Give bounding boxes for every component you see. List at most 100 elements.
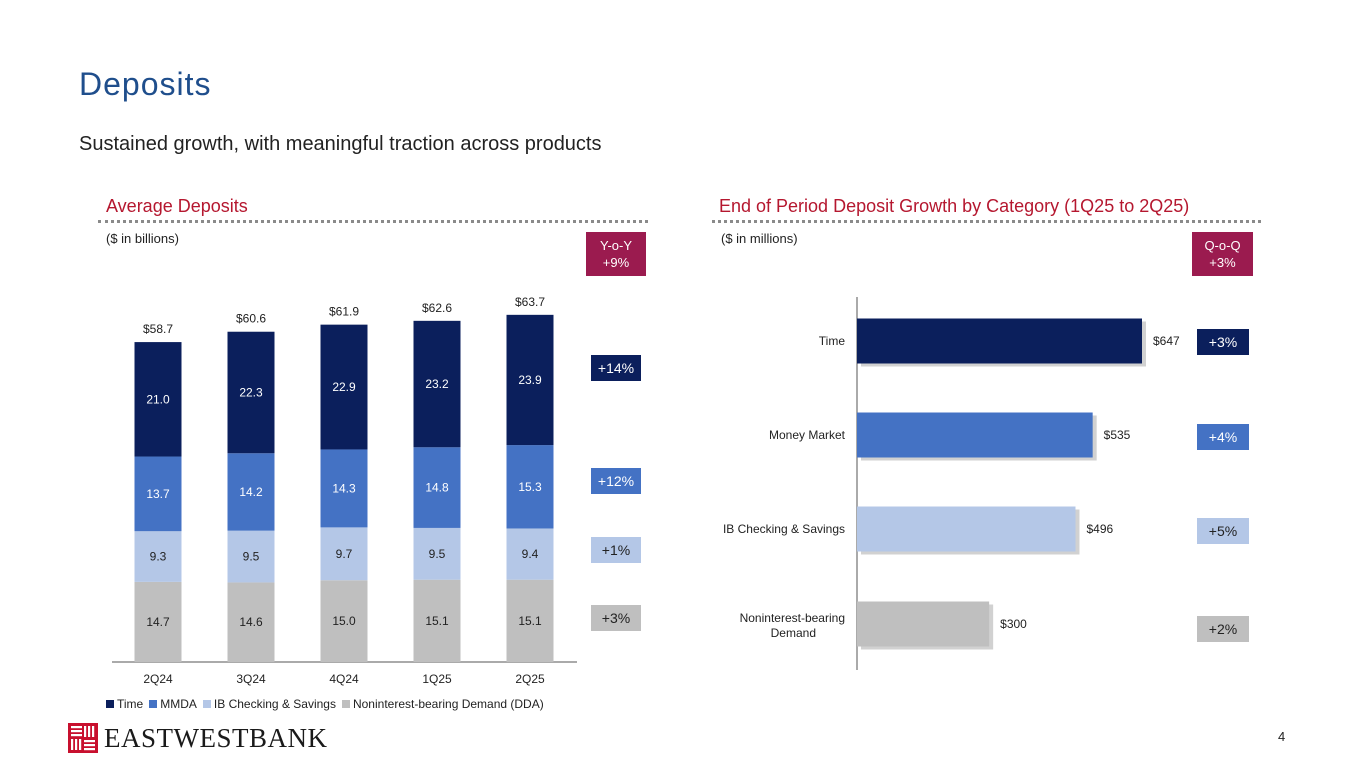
value-label-ib-checking-savings: $496 [1086,522,1113,536]
bar-time-2q25 [506,314,554,446]
bar-label-ib-2q24: 9.3 [150,550,167,564]
legend-label-ib: IB Checking & Savings [213,697,336,711]
chart-legend: Time MMDA IB Checking & Savings Noninter… [106,697,544,711]
bar-ib-2q24 [134,531,182,582]
bar-time-3q24 [227,331,275,454]
legend-item-mmda: MMDA [149,697,197,711]
bar-label-dda-2q24: 14.7 [146,615,170,629]
bar-dda-4q24 [320,580,368,662]
total-label-4q24: $61.9 [329,305,359,319]
total-label-3q24: $60.6 [236,312,266,326]
legend-item-ib: IB Checking & Savings [202,697,336,711]
yoy-badge-label: Y-o-Y [599,238,633,253]
total-label-2q25: $63.7 [515,295,545,309]
bar-mmda-1q25 [413,447,461,528]
bar-label-time-3q24: 22.3 [239,385,263,399]
category-label-time: Time [819,334,846,348]
legend-label-time: Time [117,697,144,711]
hbar-noninterest-bearing-demand [857,601,990,647]
right-units: ($ in millions) [721,231,798,246]
total-label-1q25: $62.6 [422,301,452,315]
bar-mmda-4q24 [320,449,368,528]
bar-label-mmda-2q24: 13.7 [146,487,170,501]
page-number: 4 [1278,729,1286,744]
qoq-growth-ib: +5% [1197,518,1249,544]
category-label-ib-checking-savings: IB Checking & Savings [723,522,845,536]
left-units: ($ in billions) [106,231,179,246]
bar-dda-2q24 [134,581,182,662]
bar-label-mmda-4q24: 14.3 [332,481,356,495]
bar-ib-1q25 [413,527,461,580]
qoq-growth-dda: +2% [1197,616,1249,642]
hbar-money-market [857,412,1093,458]
bar-mmda-3q24 [227,453,275,531]
bar-mmda-2q25 [506,445,554,529]
yoy-growth-mmda: +12% [591,468,641,494]
left-divider [98,220,648,223]
bar-dda-1q25 [413,579,461,662]
logo-mark-icon [68,723,98,753]
legend-item-time: Time [106,697,143,711]
bar-label-time-2q25: 23.9 [518,373,542,387]
qoq-badge: Q-o-Q +3% [1192,232,1253,276]
yoy-growth-ib: +1% [591,537,641,563]
bar-label-dda-1q25: 15.1 [425,614,449,628]
value-label-time: $647 [1153,334,1180,348]
bar-time-2q24 [134,342,182,457]
hbar-time [857,318,1142,364]
bar-dda-3q24 [227,582,275,662]
bar-label-dda-2q25: 15.1 [518,614,542,628]
value-label-money-market: $535 [1104,428,1131,442]
x-tick-3q24: 3Q24 [236,672,266,686]
bar-ib-2q25 [506,528,554,580]
category-label-noninterest-bearing-demand: Noninterest-bearing Demand [740,611,845,640]
qoq-growth-time: +3% [1197,329,1249,355]
bar-time-4q24 [320,324,368,450]
x-tick-2q24: 2Q24 [143,672,173,686]
bar-label-ib-3q24: 9.5 [243,550,260,564]
total-label-2q24: $58.7 [143,322,173,336]
bar-ib-3q24 [227,530,275,583]
average-deposits-title: Average Deposits [106,196,248,216]
legend-label-mmda: MMDA [160,697,197,711]
bar-label-time-4q24: 22.9 [332,380,356,394]
qoq-badge-value: +3% [1209,255,1236,270]
x-tick-1q25: 1Q25 [422,672,452,686]
bar-label-dda-4q24: 15.0 [332,614,356,628]
x-tick-2q25: 2Q25 [515,672,545,686]
bar-dda-2q25 [506,579,554,662]
bar-label-dda-3q24: 14.6 [239,615,263,629]
bar-label-mmda-3q24: 14.2 [239,485,263,499]
bar-time-1q25 [413,320,461,448]
bar-label-time-2q24: 21.0 [146,392,170,406]
deposit-growth-title: End of Period Deposit Growth by Category… [719,196,1190,216]
legend-swatch-dda [341,700,350,708]
bar-label-mmda-1q25: 14.8 [425,481,449,495]
east-west-bank-logo: EASTWESTBANK [68,723,328,753]
right-divider [712,220,1261,223]
yoy-growth-time: +14% [591,355,641,381]
legend-swatch-ib [202,700,211,708]
page-subtitle: Sustained growth, with meaningful tracti… [79,133,602,155]
bar-label-ib-4q24: 9.7 [336,547,353,561]
bar-mmda-2q24 [134,456,182,532]
category-label-money-market: Money Market [769,428,846,442]
average-deposits-chart: 14.7 9.3 13.7 21.0 $58.7 2Q24 14.6 9.5 14.2 22.3 $… [112,295,577,686]
yoy-badge-value: +9% [602,255,630,270]
page-title: Deposits [79,66,212,102]
hbar-ib-checking-savings [857,506,1076,552]
legend-label-dda: Noninterest-bearing Demand (DDA) [352,697,544,711]
bar-label-ib-1q25: 9.5 [429,547,446,561]
legend-swatch-mmda [149,700,158,708]
deposit-growth-chart: $647 Time $535 Money Market $496 IB Checking … [723,297,1180,670]
bar-label-time-1q25: 23.2 [425,377,449,391]
logo-wordmark: EASTWESTBANK [104,723,328,753]
qoq-badge-label: Q-o-Q [1204,238,1241,253]
legend-item-dda: Noninterest-bearing Demand (DDA) [341,697,544,711]
bar-ib-4q24 [320,527,368,581]
bar-label-mmda-2q25: 15.3 [518,480,542,494]
yoy-growth-dda: +3% [591,605,641,631]
value-label-noninterest-bearing-demand: $300 [1000,617,1027,631]
legend-swatch-time [106,700,114,708]
qoq-growth-money-market: +4% [1197,424,1249,450]
